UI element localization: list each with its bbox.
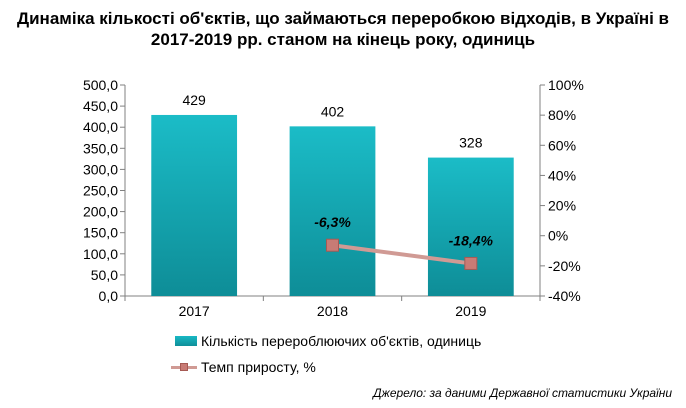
- left-axis-tick-label: 0,0: [99, 288, 119, 304]
- growth-rate-marker-2018: [326, 238, 339, 252]
- right-axis-tick-label: 0%: [548, 228, 568, 244]
- legend-item-bars: Кількість перероблюючих об'єктів, одиниц…: [175, 333, 481, 349]
- right-axis-tick-label: 40%: [548, 167, 576, 183]
- growth-rate-data-label: -6,3%: [314, 214, 351, 230]
- combo-chart: 0,0 50,0 100,0 150,0 200,0 250,0 300,0 350,0 400…: [83, 77, 584, 319]
- legend-label-bars: Кількість перероблюючих об'єктів, одиниц…: [201, 333, 482, 349]
- bar-2019: [427, 157, 514, 296]
- left-axis-tick-label: 200,0: [83, 204, 118, 220]
- growth-rate-marker-2019: [464, 256, 478, 270]
- growth-rate-line: [332, 243, 472, 266]
- left-axis-tick-label: 400,0: [83, 119, 118, 135]
- x-axis-tick-label: 2019: [455, 303, 486, 319]
- source-note: Джерело: за даними Державної статистики …: [373, 386, 672, 400]
- left-axis-tick-label: 500,0: [83, 77, 118, 93]
- legend-item-line: Темп приросту, %: [171, 359, 316, 375]
- bar-data-label: 328: [459, 135, 483, 151]
- left-axis-tick-label: 150,0: [83, 225, 118, 241]
- x-axis-tick-label: 2017: [179, 303, 210, 319]
- left-axis-tick-label: 450,0: [83, 98, 118, 114]
- right-axis-tick-label: 100%: [548, 77, 584, 93]
- bar-data-label: 429: [182, 92, 206, 108]
- bar-data-label: 402: [321, 103, 345, 119]
- left-axis-tick-label: 300,0: [83, 161, 118, 177]
- legend-line-swatch: [171, 362, 197, 372]
- right-axis-tick-label: 60%: [548, 137, 576, 153]
- right-axis-tick-label: 80%: [548, 107, 576, 123]
- left-axis-tick-label: 250,0: [83, 183, 118, 199]
- chart-title: Динаміка кількості об'єктів, що займають…: [16, 9, 670, 49]
- right-axis-tick-label: 20%: [548, 198, 576, 214]
- right-axis-tick-label: -40%: [548, 288, 581, 304]
- growth-rate-data-label: -18,4%: [449, 232, 494, 248]
- bar-2017: [151, 114, 238, 296]
- left-axis-tick-label: 100,0: [83, 246, 118, 262]
- x-axis-tick-label: 2018: [317, 303, 348, 319]
- legend-bar-swatch: [175, 336, 197, 346]
- left-axis-tick-label: 50,0: [91, 267, 118, 283]
- right-axis-tick-label: -20%: [548, 258, 581, 274]
- legend-label-line: Темп приросту, %: [201, 359, 316, 375]
- bar-2018: [289, 126, 376, 296]
- left-axis-tick-label: 350,0: [83, 140, 118, 156]
